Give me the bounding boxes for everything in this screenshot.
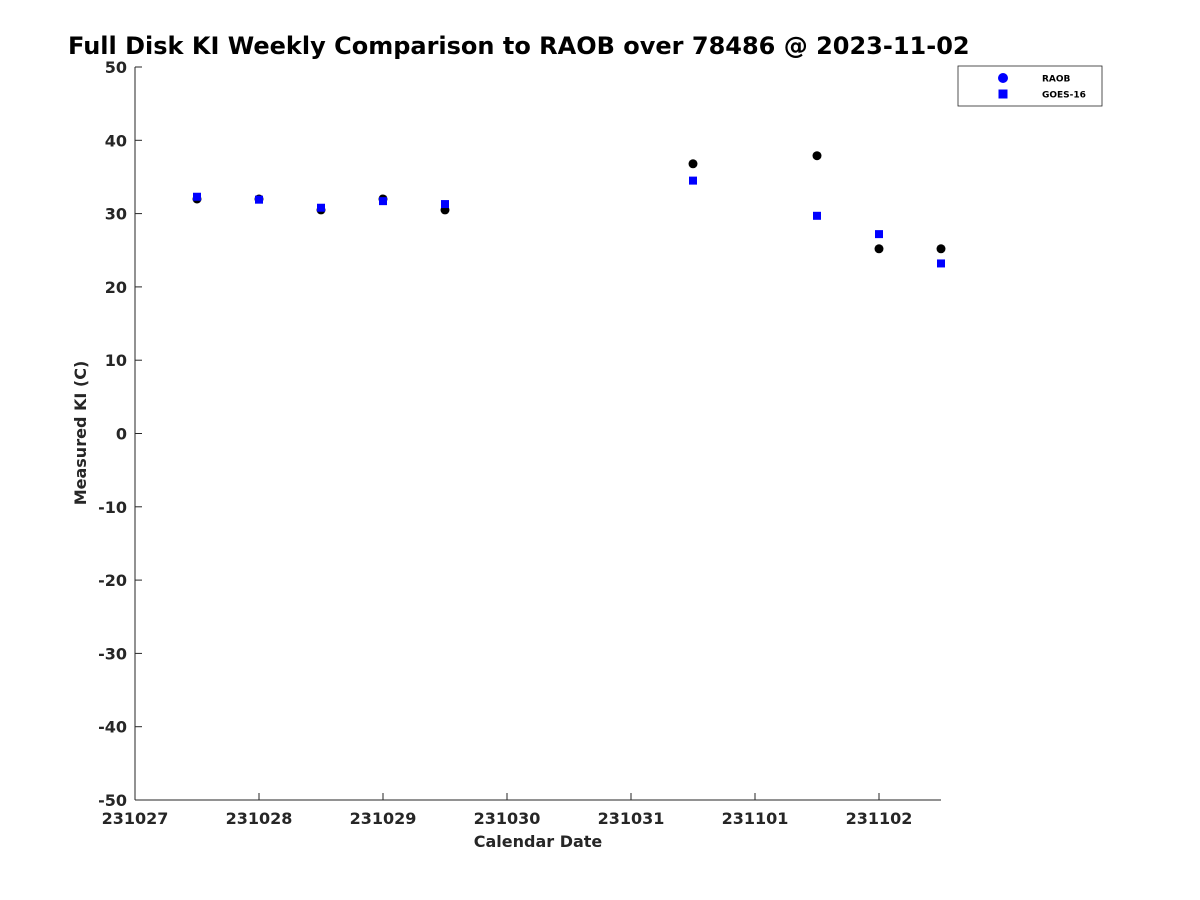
y-tick-label: 50 [105,58,127,77]
goes-16-point [255,195,263,204]
y-tick-label: -50 [98,791,127,810]
x-axis-ticks: 231027 231028 231029 231030 231031 231101 2311… [102,793,913,828]
x-tick-label: 231101 [722,809,789,828]
data-markers [192,151,946,268]
y-tick-label: -20 [98,571,127,590]
legend-goes-16-marker [998,89,1008,99]
raob-point [812,151,822,161]
raob-point [688,159,698,169]
x-tick-label: 231031 [598,809,665,828]
y-tick-label: 0 [116,425,127,444]
goes-16-point [689,176,697,185]
y-tick-label: -40 [98,718,127,737]
goes-16-point [193,192,201,201]
goes-16-point [317,203,325,212]
legend-items: RAOB GOES-16 [998,73,1086,101]
y-tick-label: -30 [98,644,127,663]
legend: RAOB GOES-16 [957,65,1103,107]
y-tick-label: 40 [105,131,127,150]
goes-16-point [379,197,387,206]
x-tick-label: 231029 [350,809,417,828]
goes-16-point [813,211,821,220]
x-tick-label: 231030 [474,809,541,828]
legend-raob-marker [998,73,1008,83]
y-tick-label: 10 [105,351,127,370]
goes-16-point [875,230,883,239]
legend-goes-16-label: GOES-16 [1042,91,1086,101]
x-tick-label: 231027 [102,809,169,828]
chart-title: Full Disk KI Weekly Comparison to RAOB o… [68,32,970,60]
raob-point [874,244,884,254]
legend-raob-label: RAOB [1042,75,1071,85]
legend-box [957,65,1103,107]
x-axis-label: Calendar Date [474,832,603,851]
goes-16-point [441,200,449,209]
y-tick-label: 30 [105,205,127,224]
y-tick-label: 20 [105,278,127,297]
y-tick-label: -10 [98,498,127,517]
goes-16-point [937,259,945,268]
x-tick-label: 231102 [846,809,913,828]
y-axis-label: Measured KI (C) [71,361,90,506]
y-axis-ticks: 50 40 30 20 10 0 -10 -20 -30 -40 -50 [98,58,142,810]
raob-point [936,244,946,254]
x-tick-label: 231028 [226,809,293,828]
